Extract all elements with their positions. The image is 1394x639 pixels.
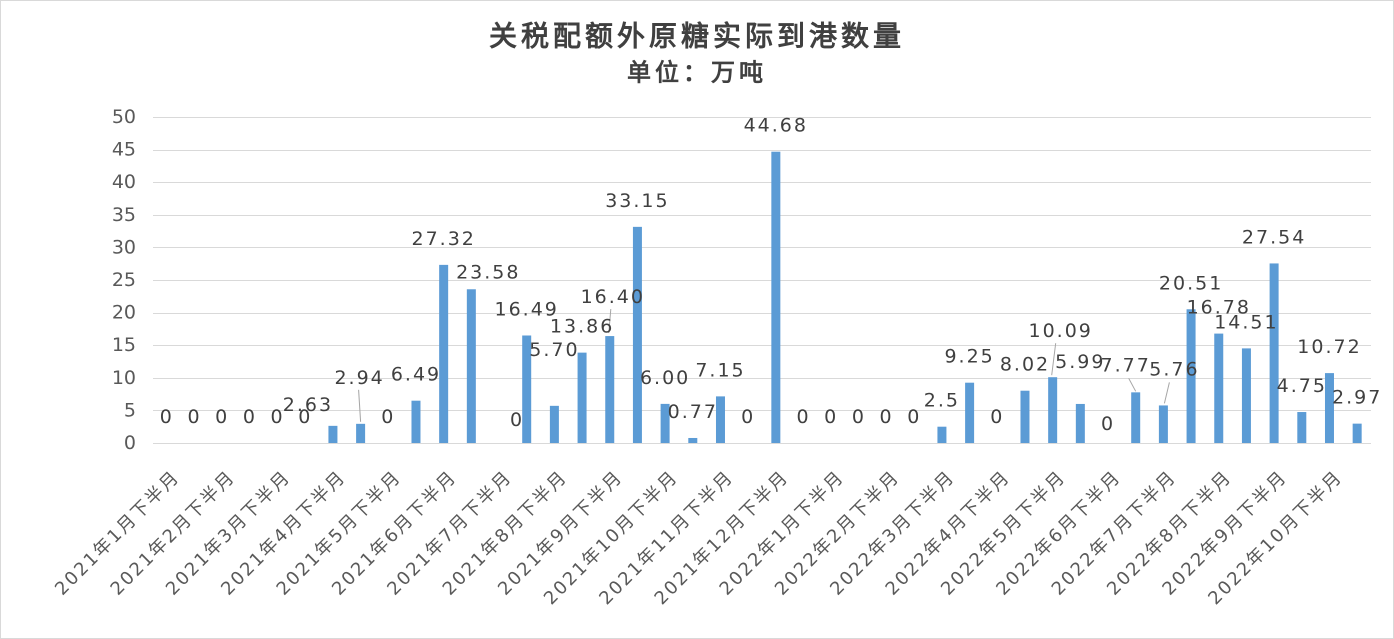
data-label: 0 [741,406,755,428]
bar [1131,392,1141,443]
y-axis-tick-labels: 0 5 10 15 20 25 30 35 40 45 50 [112,106,136,454]
data-label: 8.02 [1000,354,1050,376]
bar [660,403,670,443]
data-label: 0 [298,406,312,428]
y-tick-label: 45 [112,139,136,161]
bar [328,425,338,443]
data-label: 10.72 [1297,336,1361,358]
bar [605,336,615,443]
bar [937,426,947,443]
bar [1324,373,1334,443]
bar [1020,390,1030,443]
y-tick-label: 15 [112,334,136,356]
y-tick-label: 10 [112,367,136,389]
chart-title: 关税配额外原糖实际到港数量 [489,20,905,53]
bar [1241,348,1251,443]
bar [577,352,587,443]
bar [549,405,559,443]
data-label: 0.77 [668,401,718,423]
bar [1186,309,1196,443]
data-label: 0 [880,406,894,428]
leader-line [1128,378,1137,392]
data-label: 0 [243,406,257,428]
bar [411,400,421,443]
data-label: 2.94 [334,367,384,389]
data-label: 6.49 [391,364,441,386]
data-label: 16.78 [1187,297,1251,319]
bar [715,396,725,443]
data-label: 6.00 [640,367,690,389]
data-label: 4.75 [1277,375,1327,397]
data-label: 2.5 [924,390,960,412]
bar [1048,377,1058,443]
data-label: 0 [160,406,174,428]
data-label: 5.70 [529,339,579,361]
data-label: 0 [187,406,201,428]
data-label: 0 [1101,413,1115,435]
data-labels: 0 0 0 0 0 02.632.9406.4927.3223.58016.495.701… [160,115,1382,435]
data-label: 27.54 [1242,226,1306,248]
y-tick-label: 40 [112,171,136,193]
y-tick-label: 30 [112,236,136,258]
bar [688,437,698,443]
bar [965,382,975,443]
data-label: 7.15 [695,359,745,381]
leader-line [1051,343,1057,376]
bar [1214,333,1224,443]
leader-line [608,309,612,334]
y-tick-label: 20 [112,302,136,324]
bars [328,151,1362,443]
bar [632,226,642,443]
leader-line [1163,382,1170,404]
bar [1352,423,1362,443]
bar [771,151,781,443]
leader-line [358,389,362,422]
y-tick-label: 5 [124,399,136,421]
data-label: 33.15 [605,190,669,212]
data-label: 5.76 [1149,358,1199,380]
y-tick-label: 50 [112,106,136,128]
data-label: 0 [824,406,838,428]
bar [466,289,476,443]
bar [1297,412,1307,443]
data-label: 0 [381,406,395,428]
data-label: 5.99 [1055,351,1105,373]
data-label: 0 [271,406,285,428]
data-label: 7.77 [1101,354,1151,376]
data-label: 2.63 [283,394,333,416]
data-label: 0 [215,406,229,428]
y-tick-label: 25 [112,269,136,291]
leader-lines [358,309,1170,422]
data-label: 20.51 [1159,272,1223,294]
data-label: 0 [852,406,866,428]
data-label: 16.49 [494,299,558,321]
data-label: 14.51 [1214,311,1278,333]
bar [356,423,366,443]
bar [1075,403,1085,443]
y-tick-label: 35 [112,204,136,226]
data-label: 0 [990,406,1004,428]
data-label: 0 [510,409,524,431]
data-label: 13.86 [550,316,614,338]
data-label: 44.68 [744,115,808,137]
bar [1158,405,1168,443]
chart-subtitle: 单位：万吨 [627,58,767,87]
data-label: 10.09 [1028,320,1092,342]
data-label: 23.58 [456,261,520,283]
data-label: 0 [796,406,810,428]
y-tick-label: 0 [124,432,136,454]
data-label: 27.32 [411,228,475,250]
bar [1269,263,1279,443]
data-label: 2.97 [1332,387,1382,409]
data-label: 16.40 [581,286,645,308]
bar [439,264,449,443]
data-label: 9.25 [944,346,994,368]
bar [522,335,532,443]
data-label: 0 [907,406,921,428]
